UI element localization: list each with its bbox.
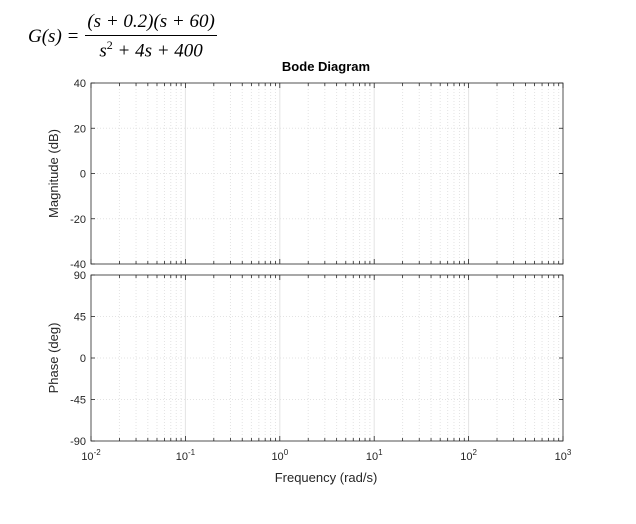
equation-fraction: (s + 0.2)(s + 60) s2 + 4s + 400 bbox=[85, 11, 217, 62]
y-tick-label: -90 bbox=[70, 436, 86, 448]
x-axis-title: Frequency (rad/s) bbox=[275, 470, 378, 485]
plot-frame bbox=[90, 82, 564, 265]
x-tick-label: 10-1 bbox=[176, 448, 196, 463]
denominator-exponent: 2 bbox=[106, 38, 113, 53]
transfer-function-equation: G(s) = (s + 0.2)(s + 60) s2 + 4s + 400 bbox=[28, 11, 217, 62]
equation-numerator: (s + 0.2)(s + 60) bbox=[85, 11, 217, 37]
plot-area bbox=[91, 275, 563, 441]
x-tick-labels: 10-2 10-1 100 101 102 103 bbox=[81, 448, 572, 463]
x-tick-label: 10-2 bbox=[81, 448, 101, 463]
y-axis-title: Phase (deg) bbox=[46, 323, 61, 394]
y-tick-label: 0 bbox=[80, 353, 86, 365]
denominator-rest: + 4s + 400 bbox=[112, 40, 203, 62]
y-tick-label: -20 bbox=[70, 214, 86, 226]
plot-frame bbox=[90, 274, 564, 442]
x-tick-label: 103 bbox=[555, 448, 572, 463]
chart-title: Bode Diagram bbox=[282, 59, 370, 74]
y-tick-label: 90 bbox=[74, 270, 86, 282]
phase-panel: 90 45 0 -45 -90 Phase (deg) bbox=[46, 270, 564, 448]
magnitude-panel: 40 20 0 -20 -40 Magnitude (dB) bbox=[46, 78, 564, 271]
equation-denominator: s2 + 4s + 400 bbox=[99, 36, 202, 62]
y-tick-label: -45 bbox=[70, 395, 86, 407]
x-tick-label: 100 bbox=[271, 448, 288, 463]
y-tick-label: -40 bbox=[70, 259, 86, 271]
y-tick-label: 40 bbox=[74, 78, 86, 90]
x-tick-label: 101 bbox=[366, 448, 383, 463]
y-tick-label: 0 bbox=[80, 169, 86, 181]
equation-lhs: G(s) = bbox=[28, 26, 80, 47]
denominator-base: s bbox=[99, 40, 107, 62]
y-axis-title: Magnitude (dB) bbox=[46, 129, 61, 218]
y-tick-label: 45 bbox=[74, 312, 86, 324]
y-tick-label: 20 bbox=[74, 123, 86, 135]
plot-area bbox=[91, 83, 563, 264]
x-tick-label: 102 bbox=[460, 448, 477, 463]
